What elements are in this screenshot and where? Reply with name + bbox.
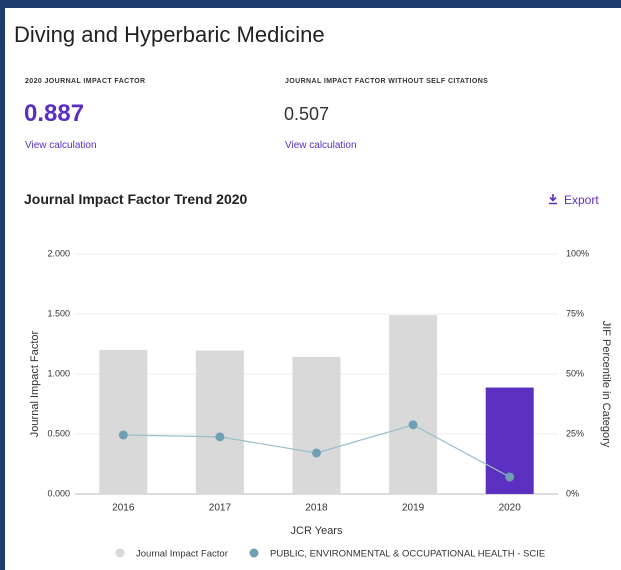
view-calculation-link[interactable]: View calculation xyxy=(285,140,357,151)
percentile-point xyxy=(118,430,128,440)
y2-tick-label: 75% xyxy=(566,308,584,318)
x-tick-label: 2017 xyxy=(209,503,232,514)
y-axis-label: Journal Impact Factor xyxy=(29,330,41,437)
y2-tick-label: 50% xyxy=(566,368,584,378)
legend-label: Journal Impact Factor xyxy=(136,549,228,560)
export-button[interactable]: Export xyxy=(548,192,599,207)
y-tick-label: 0.000 xyxy=(47,488,70,498)
x-tick-label: 2016 xyxy=(112,503,135,514)
metric-value: 0.507 xyxy=(284,104,330,124)
chart-title: Journal Impact Factor Trend 2020 xyxy=(24,191,248,207)
download-icon xyxy=(549,194,557,205)
y-tick-label: 1.000 xyxy=(47,368,70,378)
legend-swatch xyxy=(249,548,259,558)
export-label: Export xyxy=(564,193,599,207)
percentile-point xyxy=(312,448,321,458)
x-tick-label: 2018 xyxy=(305,503,328,514)
percentile-point xyxy=(505,472,515,482)
journal-title: Diving and Hyperbaric Medicine xyxy=(14,22,325,47)
y2-axis-label: JIF Percentile in Category xyxy=(600,321,612,448)
legend-swatch xyxy=(115,548,125,558)
y-tick-label: 1.500 xyxy=(47,308,70,318)
y-tick-label: 0.500 xyxy=(47,428,70,438)
y2-tick-label: 0% xyxy=(566,488,579,498)
y2-tick-label: 25% xyxy=(566,428,584,438)
percentile-point xyxy=(408,420,418,430)
metric-value: 0.887 xyxy=(24,100,85,127)
y2-tick-label: 100% xyxy=(566,248,589,258)
bar xyxy=(195,350,244,494)
legend-label: PUBLIC, ENVIRONMENTAL & OCCUPATIONAL HEA… xyxy=(270,549,545,560)
metric-label: JOURNAL IMPACT FACTOR WITHOUT SELF CITAT… xyxy=(285,78,489,85)
x-axis-label: JCR Years xyxy=(291,525,343,537)
bar xyxy=(389,315,438,494)
bar xyxy=(99,350,148,494)
view-calculation-link[interactable]: View calculation xyxy=(25,140,97,151)
y-tick-label: 2.000 xyxy=(47,248,70,258)
metric-label: 2020 JOURNAL IMPACT FACTOR xyxy=(25,78,146,85)
bar xyxy=(292,356,341,494)
percentile-point xyxy=(215,432,225,442)
x-tick-label: 2019 xyxy=(402,503,425,514)
x-tick-label: 2020 xyxy=(499,503,522,514)
